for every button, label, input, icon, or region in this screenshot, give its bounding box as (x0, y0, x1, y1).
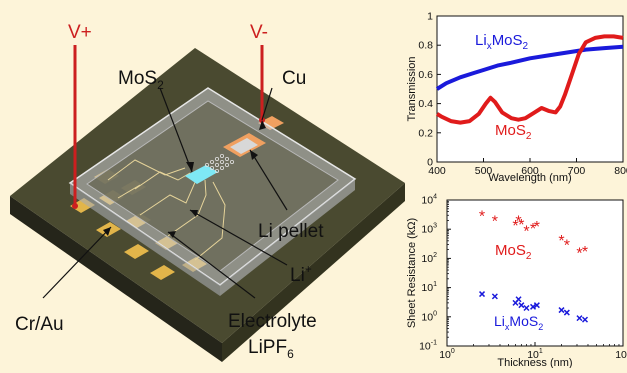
y-tick-label: 0.6 (418, 69, 433, 81)
y-tick-label: 0 (427, 157, 433, 169)
electrolyte-chamber (68, 87, 357, 296)
x-axis-label: Thickness (nm) (497, 357, 572, 368)
y-tick-label: 0.4 (418, 98, 433, 110)
y-tick-label: 104 (421, 194, 437, 207)
pad (150, 265, 175, 280)
plot-background (446, 199, 624, 347)
data-point-mos2: * (558, 233, 564, 250)
x-marker-stroke (563, 309, 570, 316)
x-tick-label: 600 (521, 165, 539, 177)
y-tick-label: 0.2 (418, 127, 433, 139)
data-point-lixmos2 (563, 309, 570, 316)
chamber-wall-right (220, 179, 355, 296)
x-marker-stroke (530, 303, 537, 310)
data-point-lixmos2 (478, 291, 486, 298)
data-point-lixmos2 (558, 307, 565, 314)
data-point-mos2: * (479, 208, 485, 225)
substrate-side-front (10, 196, 222, 362)
data-point-mos2: * (576, 245, 582, 262)
data-point-mos2: * (492, 213, 498, 230)
leader-lines (42, 87, 288, 299)
x-marker-stroke (491, 293, 498, 300)
x-axis-label: Wavelength (nm) (488, 172, 571, 184)
y-axis-label: Transmission (406, 57, 418, 122)
data-point-mos2: * (515, 213, 521, 230)
v-minus-label: V- (250, 22, 268, 43)
data-point-lixmos2 (491, 293, 498, 300)
transmission-chart: 400 500 600 700 800 0 0.2 0.4 0.6 0.8 1 Wavelength… (406, 11, 627, 185)
y-tick-label: 100 (421, 310, 437, 323)
x-tick-label: 400 (428, 165, 446, 177)
y-tick-label: 1 (427, 11, 433, 23)
mos2-flake (185, 165, 218, 184)
x-marker-stroke (523, 304, 530, 312)
gold-traces (107, 159, 226, 261)
y-axis-label: Sheet Resistance (kΩ) (406, 218, 418, 328)
cr-au-label: Cr/Au (15, 314, 64, 335)
data-point-lixmos2 (533, 302, 540, 309)
x-marker-stroke (576, 315, 583, 322)
x-marker-stroke (478, 291, 486, 298)
data-point-mos2: * (564, 237, 570, 254)
y-tick-label: 102 (421, 252, 437, 265)
data-point-mos2: * (534, 219, 540, 236)
y-tick-label: 101 (421, 281, 437, 294)
x-tick-label: 500 (475, 165, 493, 177)
data-point-lixmos2 (523, 304, 530, 312)
series-layer: * * **** *** * * * (478, 208, 589, 323)
cu-label: Cu (282, 68, 306, 89)
x-tick-label: 102 (615, 348, 627, 361)
electrolyte-label: Electrolyte (228, 311, 317, 332)
series-label-lixmos2: LixMoS2 (494, 313, 543, 332)
data-point-lixmos2 (518, 302, 525, 309)
probe-wires (73, 45, 264, 206)
y-tick-label: 10-1 (419, 340, 437, 353)
series-label-mos2: MoS2 (495, 242, 532, 262)
mos2-label: MoS2 (118, 68, 164, 92)
leader-arrowheads (103, 120, 266, 238)
probe-tip-vplus (72, 203, 78, 209)
series-line-mos2 (435, 34, 624, 125)
lipf6-label: LiPF6 (248, 337, 294, 361)
series-layer (435, 34, 624, 125)
v-plus-label: V+ (68, 22, 92, 43)
x-marker-stroke (518, 302, 525, 309)
data-point-mos2: * (512, 218, 518, 235)
data-point-mos2: * (582, 244, 588, 261)
data-point-lixmos2 (515, 296, 522, 303)
li-ion-dots (204, 153, 234, 173)
x-marker-stroke (581, 316, 589, 323)
x-tick-label: 101 (527, 348, 543, 361)
data-point-mos2: * (523, 224, 529, 241)
y-tick-label: 0.8 (418, 40, 433, 52)
series-label-lixmos2: LixMoS2 (475, 32, 529, 52)
li-pellet (230, 138, 258, 154)
series-line-lixmos2 (435, 44, 624, 91)
y-tick-label: 103 (421, 223, 437, 236)
chamber-inner (86, 100, 339, 272)
x-marker-stroke (533, 302, 540, 309)
pad (124, 244, 149, 259)
li-ion-label: Li+ (290, 262, 312, 286)
x-tick-label: 800 (614, 165, 627, 177)
data-point-mos2: * (518, 217, 524, 234)
data-point-lixmos2 (530, 303, 537, 310)
data-point-lixmos2 (576, 315, 583, 322)
x-marker-stroke (558, 307, 565, 314)
series-label-mos2: MoS2 (495, 122, 532, 142)
tick-layer: 400 500 600 700 800 0 0.2 0.4 0.6 0.8 1 (418, 11, 627, 178)
x-tick-label: 100 (439, 348, 455, 361)
x-marker-stroke (515, 296, 522, 303)
substrate-side-right (222, 183, 405, 362)
chamber-wall-front (70, 183, 220, 296)
li-pellet-label: Li pellet (258, 221, 324, 242)
data-point-lixmos2 (581, 316, 589, 323)
data-point-mos2: * (530, 221, 536, 238)
x-tick-label: 700 (568, 165, 586, 177)
device-schematic: V+ V- MoS2 Cu Li pellet Li+ Cr/Au Electr… (10, 22, 405, 362)
